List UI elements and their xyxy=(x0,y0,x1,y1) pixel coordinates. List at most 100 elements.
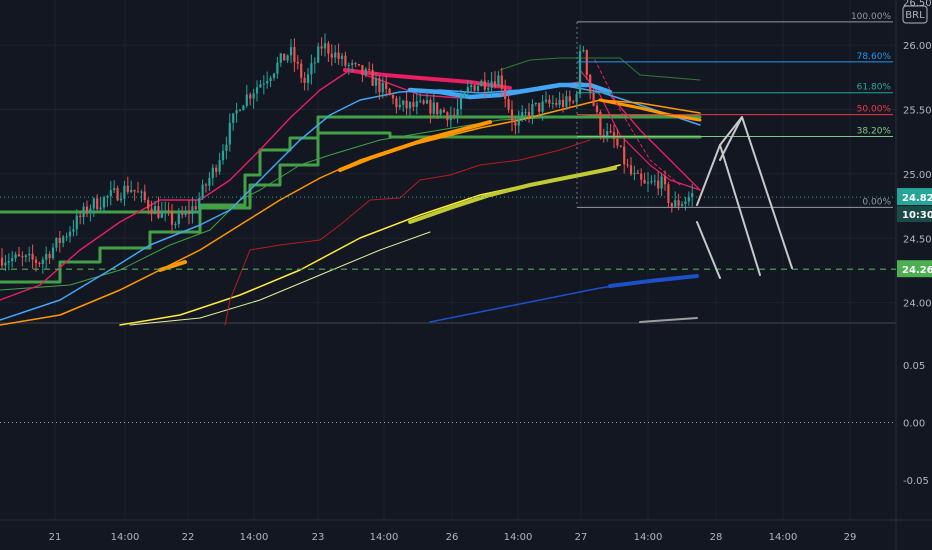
candle-178 xyxy=(606,122,609,142)
candle-137 xyxy=(466,80,469,98)
candle-104 xyxy=(354,61,357,68)
candle-99 xyxy=(337,43,340,65)
candle-body xyxy=(524,111,527,113)
candle-body xyxy=(130,189,133,192)
osc-tick-0: 0.05 xyxy=(903,361,925,372)
candle-202 xyxy=(687,191,690,206)
candle-162 xyxy=(551,95,554,109)
candle-body xyxy=(544,99,548,102)
candle-body xyxy=(65,236,68,238)
candle-129 xyxy=(439,108,442,118)
candle-body xyxy=(147,200,150,209)
candle-70 xyxy=(238,108,242,112)
candle-body xyxy=(354,63,357,65)
candle-body xyxy=(221,150,225,161)
candle-123 xyxy=(419,91,422,104)
candle-26 xyxy=(89,204,92,222)
candle-46 xyxy=(157,196,160,220)
candle-body xyxy=(517,118,520,126)
candle-body xyxy=(446,112,449,121)
candle-body xyxy=(473,85,476,91)
candle-118 xyxy=(402,100,405,112)
candle-6 xyxy=(21,251,24,267)
candle-64 xyxy=(218,152,221,175)
candle-21 xyxy=(72,219,75,237)
candle-3 xyxy=(11,251,14,268)
candle-body xyxy=(395,98,398,108)
candle-body xyxy=(218,160,221,172)
candle-36 xyxy=(123,180,126,206)
candle-body xyxy=(255,87,259,94)
candle-body xyxy=(344,55,347,66)
candle-body xyxy=(680,203,684,206)
candle-103 xyxy=(351,59,354,73)
candle-30 xyxy=(102,195,106,213)
candle-160 xyxy=(544,91,548,104)
candle-body xyxy=(684,201,687,204)
ma-darkblue-thick xyxy=(608,274,699,288)
candle-body xyxy=(289,47,293,56)
candle-body xyxy=(497,75,500,87)
candle-60 xyxy=(204,182,208,193)
candle-131 xyxy=(446,111,449,127)
candle-106 xyxy=(361,64,364,83)
candle-77 xyxy=(262,75,265,95)
candle-body xyxy=(582,50,585,52)
candle-79 xyxy=(269,75,272,88)
candle-111 xyxy=(378,74,381,100)
candle-200 xyxy=(680,200,684,207)
candle-body xyxy=(31,253,34,260)
time-tick-7: 14:00 xyxy=(504,532,533,543)
candle-92 xyxy=(313,57,316,74)
candle-body xyxy=(238,110,242,112)
candle-90 xyxy=(306,67,310,91)
candle-body xyxy=(391,95,395,99)
candle-117 xyxy=(398,96,401,110)
candle-body xyxy=(626,164,629,166)
candle-109 xyxy=(371,63,374,86)
candle-body xyxy=(198,198,201,210)
candle-165 xyxy=(561,93,565,113)
candle-body xyxy=(470,85,473,88)
candle-102 xyxy=(347,62,350,75)
candle-51 xyxy=(174,221,177,229)
ma-orange-tail xyxy=(598,98,702,122)
candle-body xyxy=(167,210,170,212)
candle-167 xyxy=(568,90,571,109)
candle-184 xyxy=(626,158,629,168)
candle-body xyxy=(191,206,194,215)
currency-badge: BRL xyxy=(902,5,928,24)
candle-59 xyxy=(201,179,204,200)
candle-body xyxy=(674,200,677,207)
candle-body xyxy=(538,102,541,112)
candle-body xyxy=(62,236,65,244)
candle-body xyxy=(82,206,85,218)
fibonacci-retracement: 100.00% 78.60% 61.80% 50.00% 38.20% 0.00% xyxy=(0,12,896,270)
candle-body xyxy=(490,81,493,88)
candle-body xyxy=(504,88,507,100)
candle-33 xyxy=(113,180,116,193)
candle-0 xyxy=(0,248,4,269)
osc-tick-1: 0.00 xyxy=(903,419,925,430)
candle-body xyxy=(381,82,384,93)
candle-body xyxy=(211,167,214,178)
candle-body xyxy=(266,81,269,84)
fib-label-0: 100.00% xyxy=(851,12,891,22)
support-label: 24.26 xyxy=(902,265,932,276)
candle-138 xyxy=(470,81,473,93)
candle-body xyxy=(660,176,663,189)
candle-191 xyxy=(650,175,653,185)
candle-44 xyxy=(150,200,153,222)
candle-120 xyxy=(408,101,412,118)
candle-body xyxy=(160,211,163,218)
candle-body xyxy=(249,94,252,99)
candle-172 xyxy=(585,49,588,80)
candle-73 xyxy=(249,92,252,106)
candle-body xyxy=(334,52,337,58)
ma-orange-thick xyxy=(338,120,492,172)
candle-body xyxy=(204,184,208,186)
time-tick-1: 14:00 xyxy=(111,532,140,543)
candle-193 xyxy=(657,171,660,196)
